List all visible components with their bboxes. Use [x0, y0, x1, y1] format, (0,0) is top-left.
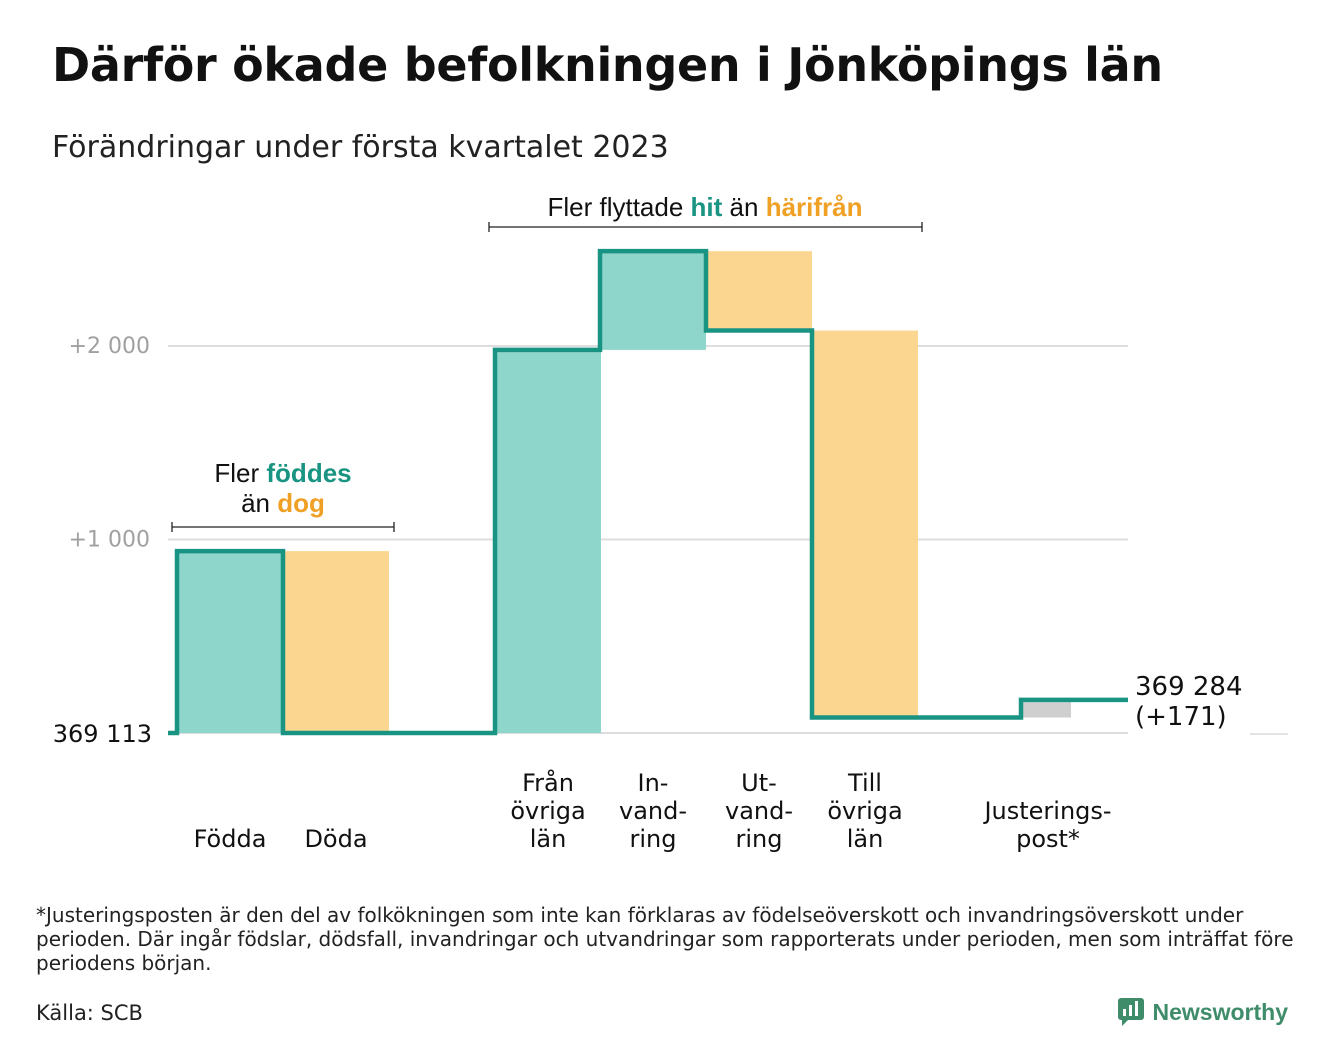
x-tick-label: post*: [1016, 825, 1080, 853]
end-value-label: 369 284: [1135, 672, 1243, 702]
bar-6: [812, 330, 918, 718]
y-tick-label: +2 000: [69, 334, 150, 359]
svg-text:än dog: än dog: [241, 488, 325, 518]
chart-subtitle: Förändringar under första kvartalet 2023: [52, 130, 669, 165]
x-tick-label: Ut-: [741, 769, 777, 797]
newsworthy-logo-icon: [1117, 998, 1144, 1026]
bar-7: [1021, 699, 1071, 718]
x-tick-label: vand-: [619, 797, 687, 825]
cumulative-step-line: [168, 248, 1128, 736]
x-tick-label: vand-: [725, 797, 793, 825]
x-tick-label: Från: [522, 768, 574, 797]
bar-4: [600, 251, 706, 350]
annotation-births-deaths: Fler föddes än dog: [171, 458, 395, 532]
x-tick-label: Till: [847, 769, 882, 797]
bar-1: [177, 551, 283, 733]
footnote: *Justeringsposten är den del av folkökni…: [36, 903, 1294, 975]
x-tick-label: ring: [736, 825, 783, 853]
bars: [177, 251, 1071, 733]
axis-labels: +1 000 +2 000 369 113 369 284(+171) Födda Död…: [53, 334, 1243, 853]
source-label: Källa: SCB: [36, 1001, 143, 1025]
x-tick-label: län: [530, 825, 567, 853]
annotation-middle: än: [730, 192, 759, 222]
waterfall-chart: +1 000 +2 000 369 113 369 284(+171) Födda Död…: [53, 192, 1288, 853]
x-tick-label: övriga: [510, 797, 585, 825]
y-tick-label: +1 000: [69, 528, 150, 553]
annotation-highlight-here: hit: [691, 192, 723, 222]
chart-title: Därför ökade befolkningen i Jönköpings l…: [52, 38, 1163, 92]
annotation-highlight-born: föddes: [266, 458, 351, 488]
baseline-value-label: 369 113: [53, 720, 152, 748]
end-change-label: (+171): [1135, 702, 1227, 732]
bar-5: [706, 251, 812, 331]
annotation-middle: än: [241, 488, 270, 518]
x-tick-label: In-: [638, 769, 669, 797]
brand-name: Newsworthy: [1152, 998, 1288, 1025]
annotation-highlight-died: dog: [277, 488, 325, 518]
brand[interactable]: Newsworthy: [1117, 997, 1288, 1027]
svg-text:Fler flyttade hit: Fler flyttade hit än härifrån: [547, 192, 862, 222]
x-tick-label: Födda: [194, 825, 267, 853]
svg-text:Fler föddes: Fler föddes: [214, 458, 351, 488]
x-tick-label: Döda: [304, 825, 367, 853]
x-tick-label: Justerings-: [982, 797, 1111, 825]
step-line-path: [168, 248, 1128, 736]
x-tick-label: övriga: [827, 797, 902, 825]
annotation-prefix: Fler: [214, 458, 259, 488]
annotation-highlight-away: härifrån: [766, 192, 863, 222]
annotation-prefix: Fler flyttade: [547, 192, 683, 222]
annotation-migration: Fler flyttade hit än härifrån: [488, 192, 923, 232]
x-tick-label: ring: [630, 825, 677, 853]
bar-3: [495, 349, 601, 733]
annotation-bracket: [171, 522, 395, 532]
annotation-bracket: [488, 222, 923, 232]
bar-2: [283, 551, 389, 733]
x-tick-label: län: [847, 825, 884, 853]
